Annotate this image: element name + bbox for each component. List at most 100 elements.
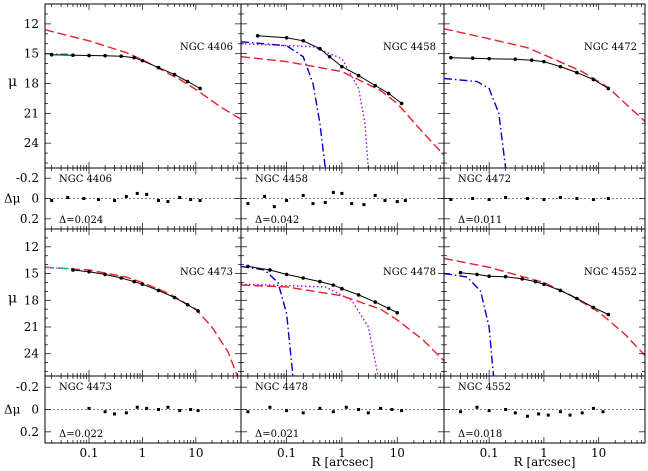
x-tick-label: 10 <box>390 446 405 460</box>
resid-point <box>537 412 541 416</box>
data-point <box>606 312 611 317</box>
data-point <box>140 58 145 63</box>
data-point <box>386 306 391 311</box>
y-tick-label: 24 <box>24 347 40 361</box>
y-axis-label: μ <box>8 291 17 307</box>
main-frame <box>44 3 242 169</box>
resid-point <box>178 195 182 199</box>
main-frame <box>443 3 646 169</box>
resid-point <box>403 199 407 203</box>
resid-point <box>513 411 517 415</box>
x-axis-label: R [arcsec] <box>514 455 576 469</box>
data-point <box>318 46 322 51</box>
delta-label: Δ=0.011 <box>458 215 502 226</box>
delta-label: Δ=0.022 <box>59 429 103 440</box>
resid-point <box>246 410 250 414</box>
resid-point <box>113 412 117 416</box>
data-point <box>71 53 75 57</box>
resid-point <box>331 410 335 414</box>
resid-point <box>340 191 344 195</box>
resid-point <box>157 408 161 411</box>
data-point <box>103 53 107 58</box>
delta-label: Δ=0.021 <box>255 429 299 440</box>
data-point <box>458 270 463 275</box>
galaxy-resid-label: NGC 4458 <box>255 174 308 185</box>
data-point <box>156 288 161 293</box>
resid-point <box>379 406 383 410</box>
resid-point <box>504 408 508 411</box>
data-point <box>356 73 361 78</box>
profile-line <box>247 265 398 314</box>
resid-point <box>157 199 161 203</box>
data-point <box>119 54 123 58</box>
y-tick-label: 15 <box>24 267 39 281</box>
data-point <box>185 302 190 307</box>
resid-point <box>103 410 107 414</box>
resid-point <box>344 405 348 409</box>
x-tick-label: 0.1 <box>480 446 499 460</box>
resid-point <box>458 410 462 414</box>
resid-tick-label: -0.2 <box>16 380 39 394</box>
resid-point <box>357 408 361 411</box>
x-tick-label: 1 <box>338 446 346 460</box>
resid-point <box>166 200 170 204</box>
panel-ngc-4473: NGC 4473 NGC 4473 Δ=0.022 12 15 18 21 24 -0.2 0 0.… <box>4 228 242 460</box>
y-tick-label: 21 <box>24 106 39 120</box>
resid-point <box>580 411 584 415</box>
resid-tick-label: -0.2 <box>16 171 39 185</box>
resid-axis-label: Δμ <box>4 403 21 417</box>
resid-point <box>591 198 595 202</box>
data-point <box>386 91 391 96</box>
resid-point <box>318 406 322 410</box>
profile-line <box>257 35 402 104</box>
resid-point <box>366 411 370 415</box>
resid-point <box>525 197 529 200</box>
resid-point <box>546 413 550 417</box>
model-curve-dotted <box>241 43 369 168</box>
resid-point <box>198 199 202 203</box>
resid-point <box>558 410 562 414</box>
resid-point <box>331 190 335 194</box>
x-tick-label: 0.1 <box>277 446 296 460</box>
galaxy-label: NGC 4478 <box>383 267 436 278</box>
resid-point <box>268 405 272 409</box>
data-point <box>475 272 479 277</box>
data-point <box>172 295 177 300</box>
data-point <box>87 269 91 274</box>
resid-axis-label: Δμ <box>4 192 21 206</box>
resid-point <box>196 409 200 413</box>
galaxy-label: NGC 4406 <box>180 42 233 53</box>
resid-point <box>82 197 86 200</box>
y-tick-label: 24 <box>24 136 40 150</box>
main-frame <box>44 228 242 377</box>
y-axis-label: μ <box>8 74 17 90</box>
resid-point <box>601 410 605 414</box>
resid-point <box>487 198 491 202</box>
galaxy-resid-label: NGC 4478 <box>255 382 308 393</box>
data-point <box>340 64 344 69</box>
data-point <box>331 283 336 287</box>
profile-line <box>72 269 199 312</box>
model-curve-dashed <box>241 284 444 362</box>
resid-point <box>166 405 170 409</box>
x-tick-label: 0.1 <box>79 446 98 460</box>
y-tick-label: 18 <box>24 293 39 307</box>
data-point <box>373 83 378 88</box>
data-point <box>529 58 534 62</box>
data-point <box>340 286 344 291</box>
resid-point <box>568 413 572 417</box>
profile-line <box>450 57 609 89</box>
resid-point <box>145 406 149 410</box>
resid-point <box>285 199 289 203</box>
data-point <box>373 300 378 304</box>
model-curve-dashed <box>241 56 444 156</box>
model-curve-dotted <box>241 283 379 376</box>
data-point <box>255 34 260 38</box>
data-point <box>591 77 596 82</box>
resid-point <box>558 195 562 199</box>
data-point <box>591 305 596 310</box>
main-frame <box>240 228 445 377</box>
resid-point <box>135 405 139 409</box>
model-curve-dashed <box>45 29 241 120</box>
resid-point <box>383 199 387 203</box>
